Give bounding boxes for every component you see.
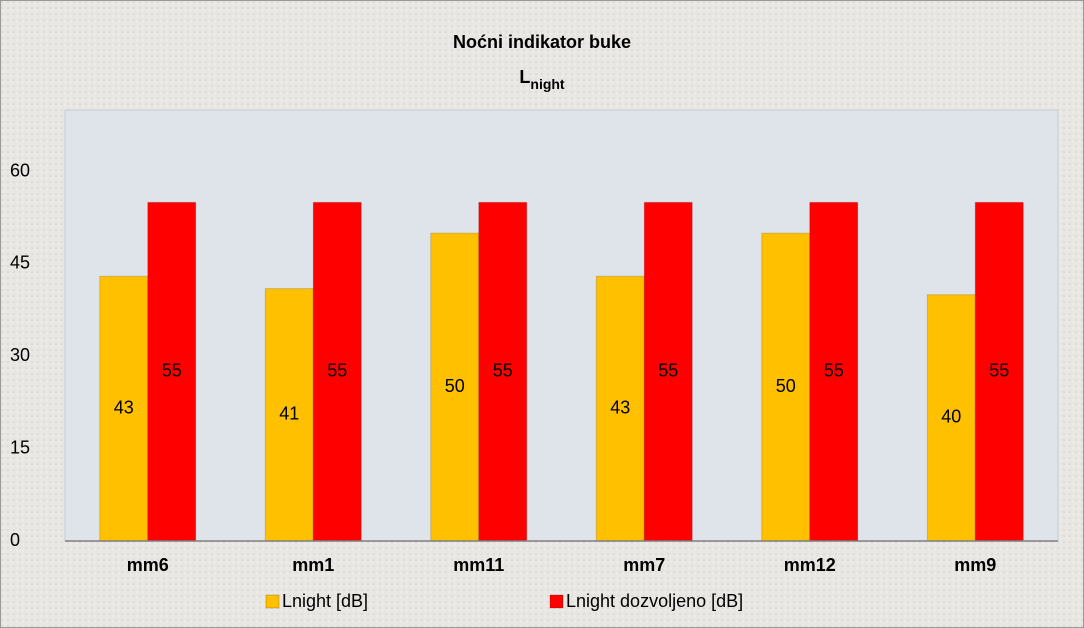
- legend-swatch: [549, 594, 564, 609]
- data-label: 50: [445, 376, 465, 396]
- data-label: 55: [493, 360, 513, 380]
- legend-swatch: [265, 594, 280, 609]
- legend-label: Lnight dozvoljeno [dB]: [566, 591, 743, 611]
- bar: [761, 232, 811, 542]
- subtitle-sub: night: [530, 76, 565, 92]
- y-tick-label: 15: [10, 437, 30, 457]
- bar: [99, 275, 149, 542]
- x-tick-label: mm9: [954, 555, 996, 575]
- x-tick-label: mm6: [127, 555, 169, 575]
- y-tick-label: 0: [10, 530, 20, 550]
- chart-subtitle: Lnight: [519, 67, 565, 92]
- legend-label: Lnight [dB]: [282, 591, 368, 611]
- bar: [809, 201, 859, 542]
- bar: [974, 201, 1024, 542]
- bar: [478, 201, 528, 542]
- bar: [926, 294, 976, 542]
- data-label: 43: [114, 397, 134, 417]
- chart-title: Noćni indikator buke: [453, 32, 631, 52]
- plot-area: [64, 109, 1059, 542]
- bar: [430, 232, 480, 542]
- bar: [264, 288, 314, 542]
- x-tick-label: mm7: [623, 555, 665, 575]
- data-label: 43: [610, 397, 630, 417]
- data-label: 50: [776, 376, 796, 396]
- data-label: 55: [658, 360, 678, 380]
- data-label: 55: [162, 360, 182, 380]
- data-label: 55: [327, 360, 347, 380]
- bar: [147, 201, 197, 542]
- x-tick-label: mm1: [292, 555, 334, 575]
- data-label: 40: [941, 407, 961, 427]
- data-label: 55: [824, 360, 844, 380]
- y-tick-label: 45: [10, 253, 30, 273]
- x-tick-label: mm11: [453, 555, 504, 575]
- y-tick-label: 30: [10, 345, 30, 365]
- subtitle-main: L: [519, 67, 530, 87]
- data-label: 41: [279, 404, 299, 424]
- y-tick-label: 60: [10, 160, 30, 180]
- data-label: 55: [989, 360, 1009, 380]
- x-tick-label: mm12: [784, 555, 836, 575]
- bar: [312, 201, 362, 542]
